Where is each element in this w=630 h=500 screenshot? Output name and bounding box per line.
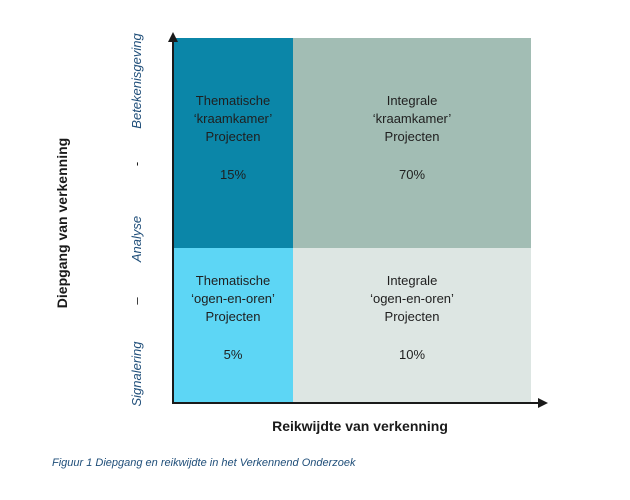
quadrant-line-2: ‘ogen-en-oren’ <box>370 291 454 306</box>
y-scale-mid-label: Analyse <box>129 215 144 263</box>
y-scale-low-label: Signalering <box>129 341 144 407</box>
quadrant-line-2: ‘ogen-en-oren’ <box>191 291 275 306</box>
quadrant-line-1: Integrale <box>386 273 438 288</box>
quadrant-percentage: 5% <box>223 347 243 362</box>
figure-caption: Figuur 1 Diepgang en reikwijdte in het V… <box>52 457 356 469</box>
x-axis-line <box>172 402 540 404</box>
quadrant-percentage: 10% <box>398 347 426 362</box>
x-axis-arrow-icon <box>538 398 548 408</box>
quadrant-percentage: 70% <box>398 167 426 182</box>
y-scale-high-label: Betekenisgeving <box>129 33 144 129</box>
quadrant-thematic-kraamkamer: Thematische ‘kraamkamer’ Projecten 15% <box>173 38 293 248</box>
quadrant-line-3: Projecten <box>205 309 261 324</box>
quadrant-line-2: ‘kraamkamer’ <box>193 111 273 126</box>
x-axis-title: Reikwijdte van verkenning <box>272 418 448 434</box>
quadrant-line-1: Integrale <box>386 93 438 108</box>
quadrant-line-3: Projecten <box>384 309 440 324</box>
quadrant-integral-kraamkamer: Integrale ‘kraamkamer’ Projecten 70% <box>293 38 531 248</box>
quadrant-percentage: 15% <box>219 167 247 182</box>
quadrant-line-3: Projecten <box>384 129 440 144</box>
y-scale-dash: - <box>129 161 144 167</box>
quadrant-integral-ogen-en-oren: Integrale ‘ogen-en-oren’ Projecten 10% <box>293 248 531 403</box>
y-axis-title: Diepgang van verkenning <box>54 137 70 309</box>
y-axis-line <box>172 40 174 403</box>
quadrant-line-3: Projecten <box>205 129 261 144</box>
y-scale-dash: – <box>129 297 144 305</box>
quadrant-thematic-ogen-en-oren: Thematische ‘ogen-en-oren’ Projecten 5% <box>173 248 293 403</box>
quadrant-line-1: Thematische <box>195 93 271 108</box>
quadrant-line-2: ‘kraamkamer’ <box>372 111 452 126</box>
quadrant-line-1: Thematische <box>195 273 271 288</box>
y-axis-arrow-icon <box>168 32 178 42</box>
